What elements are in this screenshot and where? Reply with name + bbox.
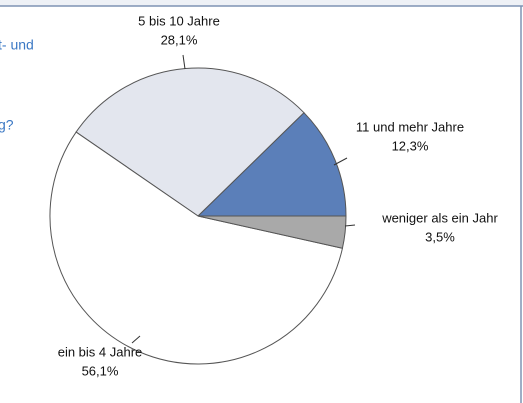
side-text: g? — [0, 117, 14, 133]
leader-line — [182, 54, 186, 70]
slice-label: weniger als ein Jahr — [381, 210, 498, 225]
pie-slice — [49, 131, 344, 365]
pie-slice — [75, 67, 305, 217]
leader-line — [344, 224, 356, 227]
slice-label: ein bis 4 Jahre — [58, 344, 143, 359]
pie-slice — [196, 111, 347, 217]
leader-line — [131, 335, 141, 344]
top-band — [0, 0, 523, 6]
slice-label: 11 und mehr Jahre — [356, 119, 464, 134]
value-label: 28,1% — [161, 32, 198, 47]
side-text: t- und — [0, 37, 34, 53]
leader-line — [333, 157, 348, 166]
value-label: 3,5% — [425, 229, 455, 244]
pie-slice — [197, 215, 347, 249]
value-label: 12,3% — [392, 138, 429, 153]
slice-label: 5 bis 10 Jahre — [138, 13, 220, 28]
value-label: 56,1% — [82, 363, 119, 378]
